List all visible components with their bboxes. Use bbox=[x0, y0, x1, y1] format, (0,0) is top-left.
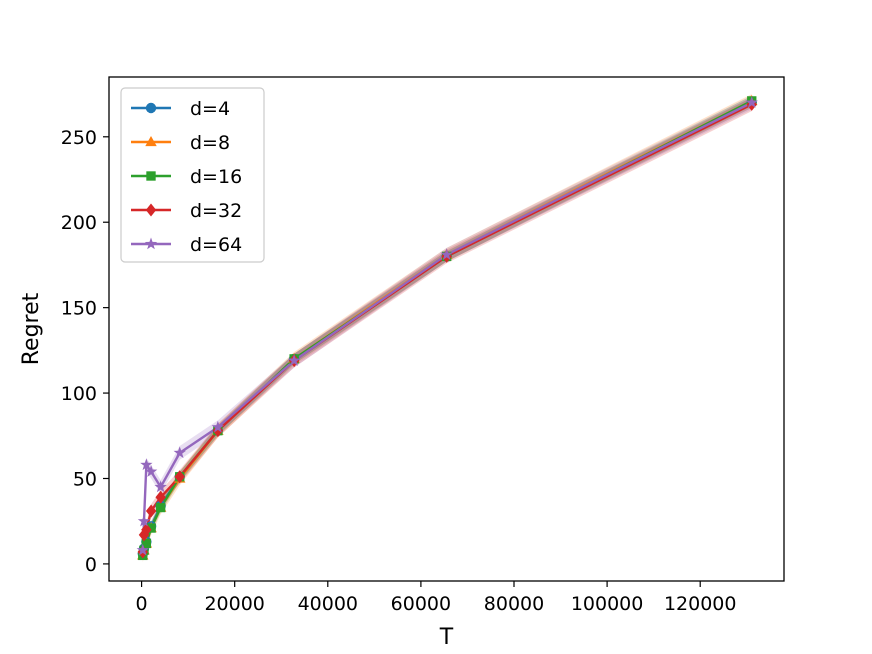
x-tick-label: 80000 bbox=[484, 593, 544, 615]
data-point bbox=[155, 490, 166, 504]
y-tick-label: 0 bbox=[85, 554, 97, 576]
legend-label: d=64 bbox=[190, 234, 242, 256]
series-markers bbox=[136, 94, 758, 561]
y-tick-label: 250 bbox=[61, 127, 97, 149]
x-axis: 0 20000 40000 60000 80000 100000 120000 bbox=[136, 581, 737, 615]
data-point bbox=[144, 465, 158, 477]
data-point bbox=[137, 514, 151, 527]
data-point bbox=[287, 354, 301, 366]
legend-label: d=16 bbox=[190, 166, 242, 188]
legend-label: d=32 bbox=[190, 200, 242, 222]
y-tick-label: 200 bbox=[61, 212, 97, 234]
x-tick-label: 100000 bbox=[571, 593, 644, 615]
x-tick-label: 60000 bbox=[391, 593, 451, 615]
legend-box bbox=[120, 87, 265, 263]
legend-marker bbox=[145, 203, 157, 217]
data-point bbox=[154, 480, 167, 493]
x-tick-label: 0 bbox=[136, 593, 148, 615]
legend-label: d=8 bbox=[190, 132, 230, 154]
y-tick-label: 150 bbox=[61, 298, 97, 320]
x-tick-label: 20000 bbox=[204, 593, 264, 615]
data-point bbox=[140, 458, 153, 471]
x-axis-label: T bbox=[439, 625, 454, 650]
x-tick-label: 40000 bbox=[298, 593, 358, 615]
y-tick-label: 100 bbox=[61, 383, 97, 405]
legend-marker bbox=[145, 136, 157, 147]
data-point bbox=[145, 504, 157, 518]
data-point bbox=[745, 96, 758, 108]
legend-marker bbox=[145, 102, 157, 114]
data-point bbox=[173, 446, 186, 459]
legend: d=4 d=8 d=16 d=32 d=64 bbox=[120, 87, 265, 263]
data-point bbox=[136, 543, 149, 556]
data-point bbox=[440, 248, 453, 260]
legend-marker bbox=[144, 237, 158, 250]
data-point bbox=[141, 523, 152, 537]
y-axis: 0 50 100 150 200 250 bbox=[61, 127, 109, 576]
data-point bbox=[146, 523, 156, 533]
legend-label: d=4 bbox=[190, 98, 230, 120]
legend-marker bbox=[146, 171, 156, 181]
data-point bbox=[155, 502, 166, 513]
data-point bbox=[141, 538, 152, 549]
y-axis-label: Regret bbox=[19, 292, 44, 365]
data-point bbox=[211, 420, 225, 433]
series-line bbox=[141, 101, 753, 551]
y-tick-label: 50 bbox=[73, 468, 97, 490]
data-point bbox=[174, 470, 185, 484]
plot-frame bbox=[108, 76, 785, 582]
x-tick-label: 120000 bbox=[664, 593, 737, 615]
